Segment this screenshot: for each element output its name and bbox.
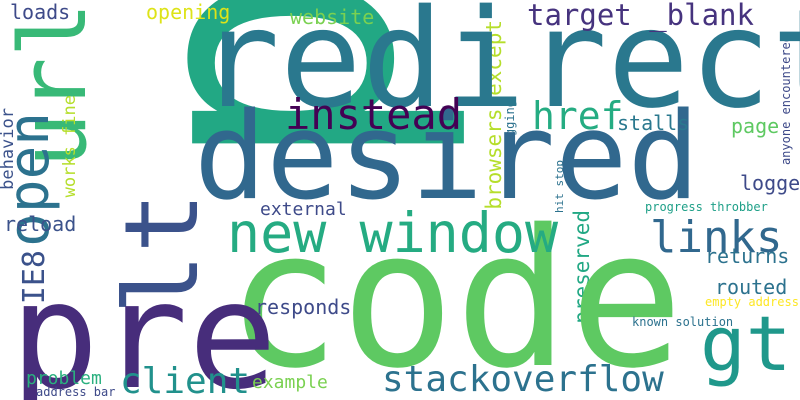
word-page: page: [731, 114, 780, 138]
word-opening: opening: [146, 0, 231, 24]
word-loads: loads: [10, 0, 71, 24]
word-stackoverflow: stackoverflow: [382, 359, 664, 400]
word-new-window: new window: [227, 201, 559, 265]
word-logger: logger: [740, 171, 800, 195]
word-progress-throbber: progress throbber: [645, 200, 768, 214]
word-works-fine: works fine: [60, 95, 80, 198]
word-client: client: [120, 361, 251, 400]
word-problem: problem: [26, 368, 102, 389]
word-stalls: stalls: [617, 111, 690, 135]
word-external: external: [260, 199, 347, 220]
word-desired: desired: [194, 88, 700, 227]
word-example: example: [252, 372, 328, 393]
word-routed: routed: [715, 275, 788, 299]
word-reload: reload: [4, 212, 77, 236]
word-code: code: [226, 189, 684, 400]
word-address-bar: address bar: [36, 385, 116, 399]
word-instead: instead: [285, 90, 463, 139]
word-gt: gt: [700, 299, 792, 388]
word-empty-address: empty address: [705, 295, 799, 309]
word-behavior: behavior: [0, 108, 18, 190]
word-returns: returns: [705, 244, 790, 268]
word-responds: responds: [255, 295, 352, 319]
word-known-solution: known solution: [632, 315, 734, 329]
word-links: links: [650, 212, 783, 263]
word-pre: pre: [10, 250, 278, 400]
word-href: href: [532, 94, 624, 138]
word-redirect: redirect: [198, 0, 800, 139]
word-target-blank: target _blank: [527, 0, 754, 32]
word-website: website: [290, 5, 375, 29]
